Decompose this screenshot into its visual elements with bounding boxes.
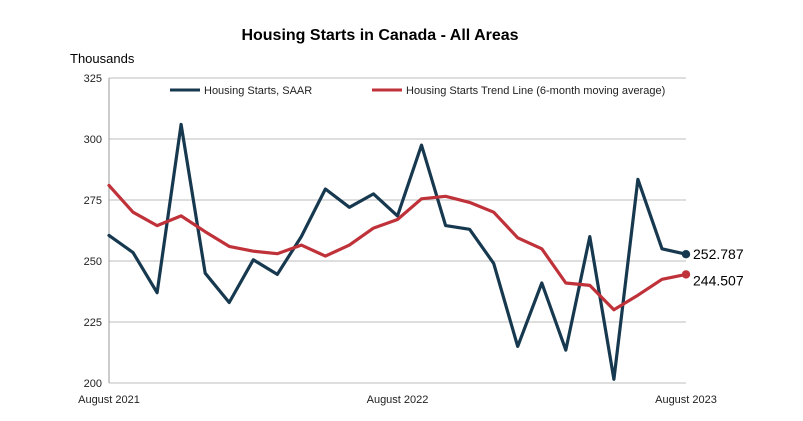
y-tick-label-225: 225 xyxy=(84,317,102,329)
series-line-1 xyxy=(107,183,688,312)
end-labels: 252.787 244.507 xyxy=(693,246,744,288)
y-tick-label-200: 200 xyxy=(84,378,102,390)
legend: Housing Starts, SAAR Housing Starts Trend… xyxy=(170,85,665,97)
y-tick-label-275: 275 xyxy=(84,195,102,207)
end-label-1: 244.507 xyxy=(693,272,744,288)
x-tick-label-0: August 2021 xyxy=(78,394,140,406)
end-label-0: 252.787 xyxy=(693,246,744,262)
y-tick-label-300: 300 xyxy=(84,134,102,146)
x-tick-label-2: August 2023 xyxy=(655,394,717,406)
series-lines xyxy=(107,122,691,381)
legend-label-1: Housing Starts Trend Line (6-month movin… xyxy=(406,85,665,97)
y-tick-label-250: 250 xyxy=(84,256,102,268)
y-axis-ticks: 200 225 250 275 300 325 xyxy=(84,73,102,390)
series-end-marker-0 xyxy=(681,249,691,259)
y-tick-label-325: 325 xyxy=(84,73,102,85)
y-axis-unit-label: Thousands xyxy=(70,51,135,66)
legend-label-0: Housing Starts, SAAR xyxy=(204,85,312,97)
series-end-marker-1 xyxy=(681,270,691,279)
gridlines xyxy=(108,77,686,384)
chart-title: Housing Starts in Canada - All Areas xyxy=(241,27,518,44)
series-line-0 xyxy=(107,122,688,381)
x-axis-ticks: August 2021 August 2022 August 2023 xyxy=(78,394,717,406)
x-tick-label-1: August 2022 xyxy=(367,394,429,406)
